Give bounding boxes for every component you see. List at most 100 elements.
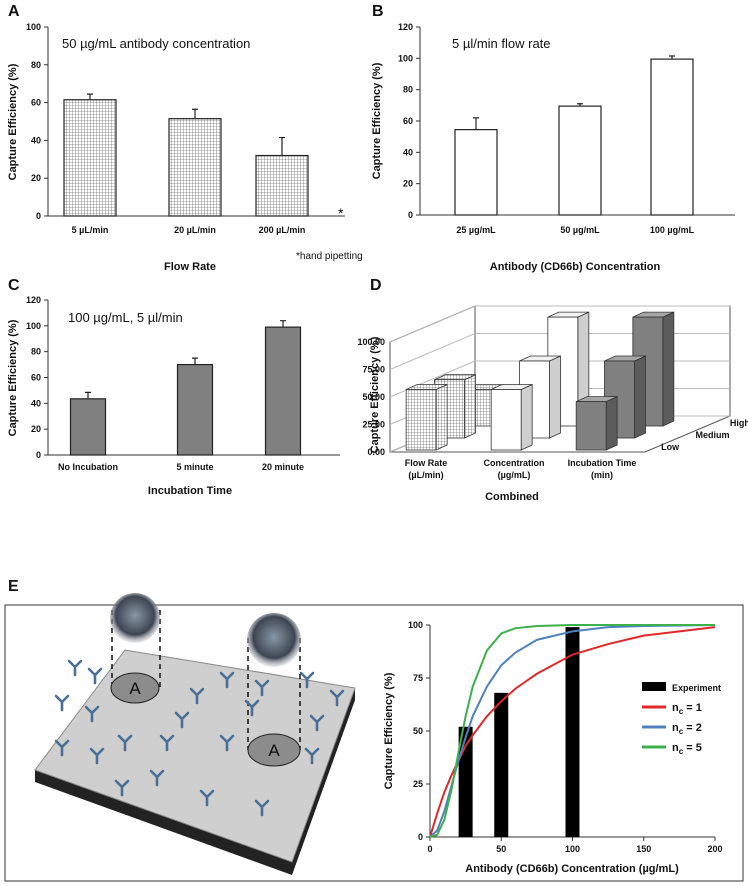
x-tick-label: 200 µL/min <box>259 225 306 235</box>
curve <box>429 624 716 838</box>
y-tick-label: 80 <box>403 85 413 95</box>
x-axis-label: Antibody (CD66b) Concentration <box>490 261 661 273</box>
bar <box>494 692 509 837</box>
legend-swatch <box>642 682 666 691</box>
capture-spot <box>110 672 160 704</box>
y-tick-label: 0 <box>36 211 41 221</box>
bar <box>264 326 302 456</box>
panel-frame <box>4 604 744 882</box>
note: *hand pipetting <box>296 251 363 262</box>
y-tick-label: 75.00 <box>362 365 385 375</box>
diagram: A A <box>34 593 356 875</box>
legend-text-part: = 1 <box>683 702 702 714</box>
error-bar <box>473 117 479 130</box>
legend-text-part: n <box>672 702 679 714</box>
y-tick-label: 100.00 <box>357 337 385 347</box>
bar <box>255 154 309 217</box>
y-tick-label: 80 <box>31 347 41 357</box>
curve <box>429 626 716 838</box>
error-bar <box>280 320 286 328</box>
x-tick-label: 20 minute <box>262 462 304 472</box>
legend-text-part: n <box>672 742 679 754</box>
x-tick-unit: (min) <box>591 470 613 480</box>
x-tick-label: 50 µg/mL <box>560 225 600 235</box>
legend-label: Experiment <box>672 683 721 693</box>
error-bar <box>192 357 198 365</box>
x-tick-label: 100 <box>565 844 580 854</box>
panel-label: A <box>8 3 20 20</box>
x-axis-label: Antibody (CD66b) Concentration (µg/mL) <box>465 863 679 875</box>
legend-text-part: c <box>679 707 684 716</box>
legend-text-part: = 2 <box>683 722 702 734</box>
bar <box>168 118 222 217</box>
x-tick-label: Concentration <box>483 458 544 468</box>
y-tick-label: 25 <box>413 779 423 789</box>
bar-side <box>549 355 561 439</box>
capture-spot <box>247 733 301 767</box>
slab-top <box>34 649 356 863</box>
error-bar <box>192 108 198 119</box>
y-axis-label: Capture Efficiency (%) <box>7 319 19 436</box>
note-marker: * <box>338 205 344 221</box>
y-tick-label: 60 <box>31 98 41 108</box>
y-axis-label: Capture Efficiency (%) <box>383 672 395 789</box>
x-tick-label: 100 µg/mL <box>650 225 695 235</box>
bar <box>650 58 694 216</box>
error-bar <box>279 136 285 156</box>
y-tick-label: 100 <box>408 620 423 630</box>
legend-text-part: = 5 <box>683 742 702 754</box>
depth-label: Low <box>661 442 680 452</box>
bar <box>69 398 107 456</box>
y-tick-label: 25.00 <box>362 420 385 430</box>
y-tick-label: 100 <box>398 53 413 63</box>
cell <box>247 613 301 667</box>
bar <box>490 389 522 451</box>
y-tick-label: 100 <box>26 22 41 32</box>
panel-label: B <box>372 3 384 20</box>
x-axis-label: Flow Rate <box>164 261 216 273</box>
x-tick-label: 200 <box>707 844 722 854</box>
y-tick-label: 120 <box>26 295 41 305</box>
panel-label: E <box>8 578 19 595</box>
y-tick-label: 50.00 <box>362 392 385 402</box>
y-tick-label: 20 <box>31 173 41 183</box>
legend-label: nc = 1 <box>672 702 702 716</box>
error-bar <box>85 391 91 399</box>
legend-label: nc = 5 <box>672 742 702 756</box>
bar-side <box>435 383 448 451</box>
legend-text-part: c <box>679 747 684 756</box>
error-bar <box>577 103 583 107</box>
annotation: 100 µg/mL, 5 µl/min <box>68 310 183 325</box>
legend-text-part: c <box>679 727 684 736</box>
bar-side <box>464 374 476 439</box>
y-tick-label: 20 <box>31 424 41 434</box>
x-tick-label: 20 µL/min <box>174 225 216 235</box>
y-tick-label: 0 <box>36 450 41 460</box>
grid-line <box>389 305 730 343</box>
depth-label: High <box>730 418 748 428</box>
y-tick-label: 50 <box>413 726 423 736</box>
y-tick-label: 60 <box>31 373 41 383</box>
bar <box>176 363 214 456</box>
x-tick-label: Flow Rate <box>405 458 448 468</box>
y-tick-label: 40 <box>31 398 41 408</box>
bar-side <box>605 395 618 451</box>
slab-edge <box>35 688 355 875</box>
y-tick-label: 20 <box>403 179 413 189</box>
legend-text-part: n <box>672 722 679 734</box>
y-tick-label: 0.00 <box>367 447 385 457</box>
y-tick-label: 80 <box>31 60 41 70</box>
y-tick-label: 40 <box>31 135 41 145</box>
y-tick-label: 75 <box>413 673 423 683</box>
x-tick-label: 5 µL/min <box>72 225 109 235</box>
bar-side <box>634 355 646 439</box>
x-tick-unit: (µg/mL) <box>498 470 531 480</box>
x-axis-label: Incubation Time <box>148 485 232 497</box>
bar <box>405 389 437 451</box>
cell <box>110 593 160 643</box>
curve <box>429 624 715 838</box>
error-bar <box>669 55 675 60</box>
spot-label: A <box>268 741 280 760</box>
x-axis-label: Combined <box>485 491 539 503</box>
